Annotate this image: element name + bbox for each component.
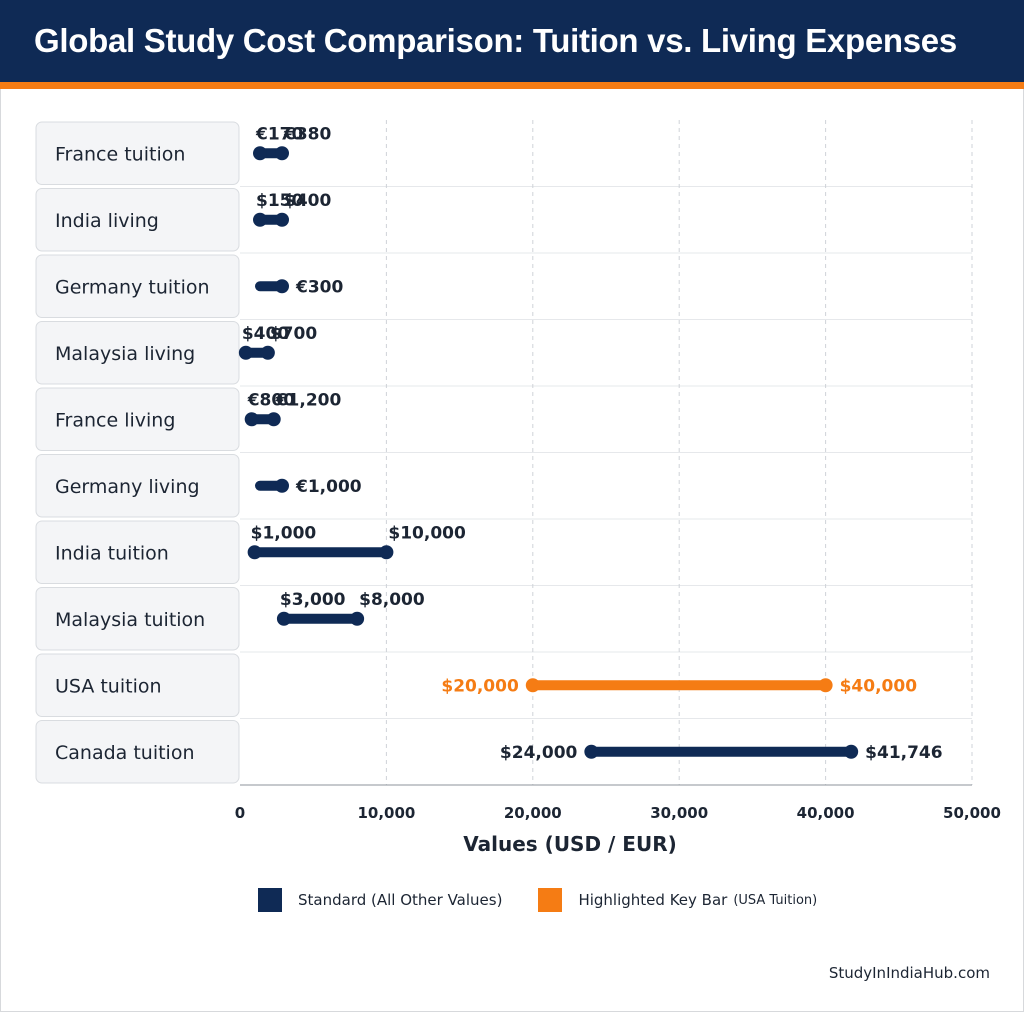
value-label-high: $10,000 (388, 523, 466, 543)
category-card (35, 188, 240, 252)
category-card (35, 720, 240, 784)
category-label: Malaysia tuition (55, 609, 205, 631)
range-end-dot (275, 146, 289, 161)
category-card (35, 454, 240, 518)
value-label-low: $1,000 (251, 523, 317, 543)
x-tick-label: 20,000 (504, 804, 562, 822)
legend-label-highlight: Highlighted Key Bar (578, 891, 728, 909)
category-card (35, 387, 240, 451)
value-label-low: $20,000 (441, 676, 519, 696)
value-label-low: $24,000 (500, 743, 578, 763)
range-end-dot (266, 412, 281, 427)
range-start-dot (253, 146, 267, 161)
legend-swatch-highlight (538, 888, 563, 912)
range-start-dot (247, 545, 262, 560)
category-card (35, 121, 240, 185)
value-label-low: $150 (256, 191, 303, 211)
value-label-high: $700 (270, 324, 317, 344)
value-label-high: €1,200 (275, 390, 342, 410)
x-tick-label: 30,000 (650, 804, 708, 822)
value-label-high: $40,000 (840, 676, 918, 696)
page-title: Global Study Cost Comparison: Tuition vs… (34, 22, 957, 59)
legend-sub-highlight: (USA Tuition) (733, 892, 818, 908)
value-label-low: $400 (242, 324, 289, 344)
range-end-dot (275, 478, 289, 493)
range-start-dot (238, 345, 253, 360)
value-label-low: €800 (247, 390, 295, 410)
value-label-low: €170 (255, 124, 303, 144)
value-label-high: $41,746 (865, 743, 942, 763)
x-axis-title: Values (USD / EUR) (463, 832, 677, 856)
value-label-high: $8,000 (359, 590, 425, 610)
category-label: India living (55, 210, 159, 232)
category-label: France tuition (55, 143, 185, 165)
title-bar: Global Study Cost Comparison: Tuition vs… (0, 0, 1024, 89)
x-tick-label: 10,000 (357, 804, 415, 822)
category-card (35, 254, 240, 318)
range-start-dot (276, 611, 291, 626)
legend: Standard (All Other Values) Highlighted … (258, 888, 853, 912)
category-label: Germany living (55, 476, 200, 498)
x-tick-label: 50,000 (943, 804, 1001, 822)
value-label-high: €380 (283, 124, 331, 144)
category-label: Germany tuition (55, 276, 210, 298)
value-label-high: $400 (284, 191, 331, 211)
legend-swatch-standard (258, 888, 282, 912)
footer-site: StudyInIndiaHub.com (828, 964, 990, 982)
legend-label-standard: Standard (All Other Values) (298, 891, 503, 909)
range-start-dot (584, 744, 599, 759)
category-label: India tuition (55, 542, 169, 564)
legend-item-standard: Standard (All Other Values) (258, 888, 502, 912)
category-card (35, 520, 240, 584)
range-end-dot (379, 545, 394, 560)
category-label: France living (55, 409, 175, 431)
category-label: Malaysia living (55, 343, 195, 365)
range-start-dot (253, 212, 267, 227)
range-end-dot (275, 279, 289, 294)
category-label: USA tuition (55, 675, 162, 697)
range-end-dot (275, 212, 289, 227)
category-card (35, 653, 240, 717)
category-label: Canada tuition (55, 742, 195, 764)
value-label-high: €1,000 (295, 477, 362, 497)
legend-item-highlight: Highlighted Key Bar (USA Tuition) (538, 888, 817, 912)
range-end-dot (844, 744, 859, 759)
value-label-high: €300 (295, 277, 343, 297)
range-start-dot (525, 678, 540, 693)
range-start-dot (244, 412, 259, 427)
value-label-low: $3,000 (280, 590, 346, 610)
range-end-dot (260, 345, 275, 360)
x-tick-label: 40,000 (797, 804, 855, 822)
x-tick-label: 0 (235, 804, 245, 822)
category-card (35, 587, 240, 651)
range-end-dot (818, 678, 833, 693)
range-end-dot (350, 611, 365, 626)
